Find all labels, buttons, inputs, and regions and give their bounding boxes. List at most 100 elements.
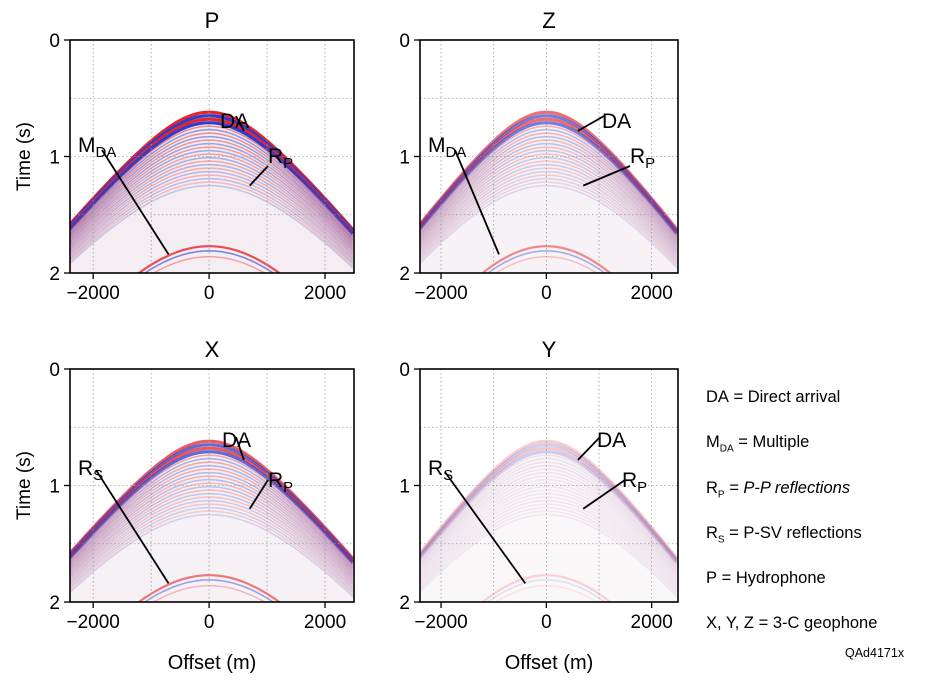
- y-tick-label: 2: [399, 264, 410, 285]
- reflection-event: [70, 457, 354, 567]
- grid: [70, 369, 354, 602]
- reflection-event: [70, 142, 354, 245]
- x-tick-label: 0: [541, 283, 552, 304]
- reflection-event: [420, 135, 678, 241]
- multiple-event: [494, 585, 599, 602]
- reflection-event: [420, 184, 678, 269]
- reflection-event: [70, 167, 354, 258]
- annotation-leader-line: [577, 436, 601, 461]
- x-tick-label: −2000: [414, 612, 467, 633]
- y-tick-label: 0: [49, 360, 60, 381]
- legend-item-da: DA = Direct arrival: [706, 388, 841, 406]
- grid: [70, 40, 354, 273]
- reflection-event: [420, 454, 678, 565]
- annotation-leader-line: [454, 149, 500, 255]
- reflection-event: [70, 478, 354, 577]
- reflection-event: [420, 513, 678, 598]
- grid: [420, 40, 678, 273]
- x-tick-label: 2000: [304, 283, 346, 304]
- y-tick-label: 0: [399, 31, 410, 52]
- x-tick-label: 0: [204, 612, 215, 633]
- reflection-event: [420, 503, 678, 591]
- annotation-label: MDA: [428, 134, 466, 161]
- x-axis-label: Offset (m): [168, 652, 257, 674]
- y-tick-label: 2: [49, 264, 60, 285]
- reflection-event: [420, 446, 678, 563]
- reflection-event: [70, 496, 354, 587]
- annotation-label: RP: [622, 469, 647, 496]
- legend-item-multiple: MDA = Multiple: [706, 433, 810, 455]
- multiple-event: [137, 574, 282, 602]
- multiple-event: [486, 250, 606, 273]
- panel-title: P: [205, 8, 220, 33]
- annotation-leader-line: [95, 469, 170, 584]
- x-tick-label: 2000: [631, 612, 673, 633]
- signal-region: [420, 441, 678, 602]
- reflection-event: [420, 461, 678, 568]
- reflection-event: [70, 153, 354, 250]
- reflection-event: [70, 149, 354, 248]
- reflection-event: [420, 177, 678, 264]
- x-tick-label: 2000: [304, 612, 346, 633]
- annotation-leader-line: [101, 149, 170, 255]
- reflection-event: [70, 139, 354, 243]
- reflection-event: [70, 170, 354, 260]
- reflection-event: [420, 125, 678, 236]
- axis-ticks: −2000 0 2000 0 1 2: [49, 360, 346, 633]
- annotation-leader-line: [248, 479, 269, 510]
- annotation-label: DA: [602, 110, 631, 133]
- annotation-rp: RP: [582, 145, 655, 187]
- reflection-event: [70, 475, 354, 575]
- reflection-event: [420, 142, 678, 245]
- reflection-event: [70, 513, 354, 598]
- reflection-event: [70, 125, 354, 236]
- reflection-event: [70, 471, 354, 574]
- reflection-event: [420, 450, 678, 564]
- panel-y: −2000 0 2000 0 1 2 Y Offset (m) DA RP RS: [399, 337, 679, 674]
- y-tick-label: 1: [49, 148, 60, 169]
- seismic-field: [420, 110, 678, 273]
- y-tick-label: 1: [399, 477, 410, 498]
- multiple-event: [137, 245, 282, 273]
- panel-z: −2000 0 2000 0 1 2 Z DA RP MDA: [399, 8, 679, 304]
- reflection-event: [420, 457, 678, 567]
- grid: [420, 369, 678, 602]
- direct-arrival-event: [420, 439, 678, 560]
- reflection-event: [420, 132, 678, 239]
- reflection-event: [420, 121, 678, 235]
- reflection-event: [420, 163, 678, 256]
- annotation-leader-line: [444, 471, 527, 584]
- reflection-event: [70, 184, 354, 269]
- reflection-event: [420, 468, 678, 572]
- annotation-label: MDA: [78, 134, 116, 161]
- reflection-event: [420, 471, 678, 574]
- annotation-leader-line: [582, 165, 631, 187]
- x-tick-label: 2000: [631, 283, 673, 304]
- seismic-field: [70, 110, 354, 273]
- reflection-event: [420, 153, 678, 250]
- figure-id: QAd4171x: [845, 646, 905, 660]
- y-tick-label: 2: [399, 593, 410, 614]
- annotation-rs: RS: [428, 457, 527, 584]
- reflection-event: [70, 492, 354, 585]
- reflection-event: [70, 135, 354, 241]
- annotation-da: DA: [577, 429, 626, 461]
- multiple-event: [152, 585, 266, 602]
- reflection-event: [70, 510, 354, 596]
- multiple-event: [480, 245, 612, 273]
- axis-ticks: −2000 0 2000 0 1 2: [399, 31, 672, 304]
- reflection-event: [70, 468, 354, 572]
- reflection-event: [70, 132, 354, 239]
- annotation-leader-line: [582, 479, 626, 510]
- reflection-event: [420, 485, 678, 581]
- reflection-event: [420, 170, 678, 260]
- reflection-event: [420, 146, 678, 246]
- multiple-event: [143, 579, 275, 602]
- annotation-label: RS: [428, 457, 453, 484]
- annotation-label: RP: [630, 145, 655, 172]
- legend-item-pp-reflections: RP = P-P reflections: [706, 478, 851, 500]
- y-tick-label: 2: [49, 593, 60, 614]
- y-axis-label: Time (s): [14, 122, 35, 191]
- reflection-event: [70, 121, 354, 235]
- y-tick-label: 0: [399, 360, 410, 381]
